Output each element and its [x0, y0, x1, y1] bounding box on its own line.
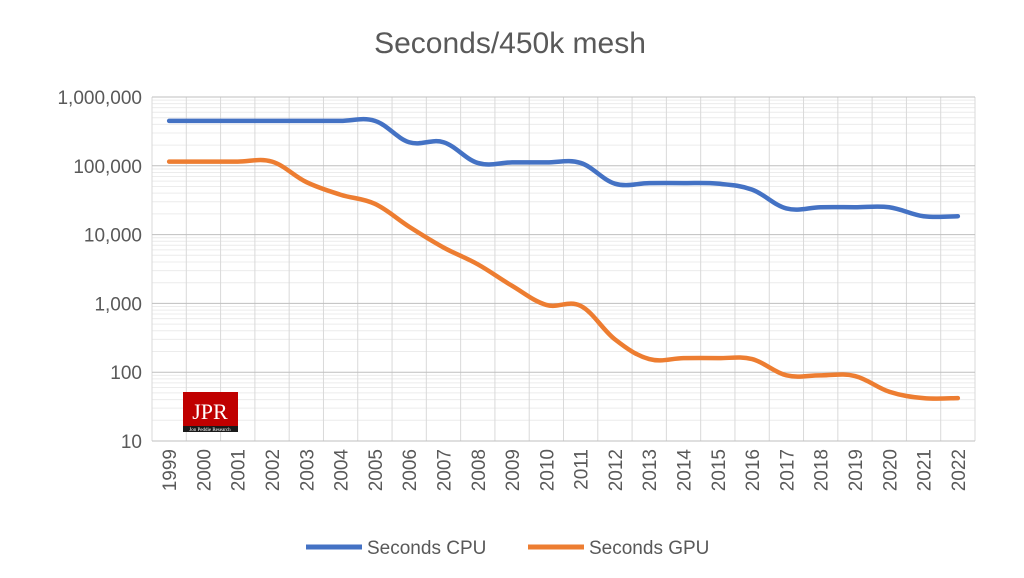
y-axis-ticks: 10 100 1,000 10,000 100,000 1,000,000 [57, 88, 142, 453]
chart-title: Seconds/450k mesh [374, 27, 646, 60]
legend: Seconds CPU Seconds GPU [306, 538, 709, 559]
logo-text: JPR [192, 399, 228, 424]
series-line-gpu [166, 157, 961, 401]
x-tick-label: 2017 [777, 449, 798, 491]
x-tick-label: 2014 [675, 449, 696, 492]
legend-label: Seconds CPU [367, 538, 486, 559]
x-tick-label: 2015 [709, 449, 730, 491]
x-tick-label: 2018 [812, 449, 833, 491]
x-tick-label: 2012 [606, 449, 627, 491]
y-tick-label: 1,000,000 [57, 88, 142, 109]
x-tick-label: 2003 [297, 449, 318, 491]
legend-label: Seconds GPU [589, 538, 709, 559]
logo-subtext: Jon Peddie Research [189, 428, 231, 433]
y-tick-label: 1,000 [94, 294, 142, 315]
x-tick-label: 2004 [332, 449, 353, 492]
x-tick-label: 2022 [949, 449, 970, 491]
series-lines [166, 116, 961, 401]
y-tick-label: 10,000 [84, 226, 142, 247]
x-tick-label: 2010 [537, 449, 558, 491]
x-tick-label: 2001 [229, 449, 250, 491]
y-tick-label: 100 [110, 363, 142, 384]
x-tick-label: 2005 [366, 449, 387, 491]
x-tick-label: 1999 [160, 449, 181, 491]
x-tick-label: 2009 [503, 449, 524, 491]
y-tick-label: 100,000 [73, 157, 142, 178]
x-tick-label: 2002 [263, 449, 284, 491]
x-tick-label: 2020 [880, 449, 901, 491]
gridlines [151, 96, 976, 442]
y-tick-label: 10 [121, 432, 142, 453]
x-tick-label: 2013 [640, 449, 661, 491]
x-tick-label: 2016 [743, 449, 764, 491]
x-axis-ticks: 1999 2000 2001 2002 2003 2004 2005 2006 2007 2008… [160, 449, 970, 492]
x-tick-label: 2006 [400, 449, 421, 491]
x-tick-label: 2000 [194, 449, 215, 491]
x-tick-label: 2007 [434, 449, 455, 491]
x-tick-label: 2021 [915, 449, 936, 491]
x-tick-label: 2011 [572, 449, 593, 490]
jpr-logo: JPR Jon Peddie Research [183, 392, 238, 433]
x-tick-label: 2008 [469, 449, 490, 491]
series-line-cpu [166, 116, 961, 220]
x-tick-label: 2019 [846, 449, 867, 491]
